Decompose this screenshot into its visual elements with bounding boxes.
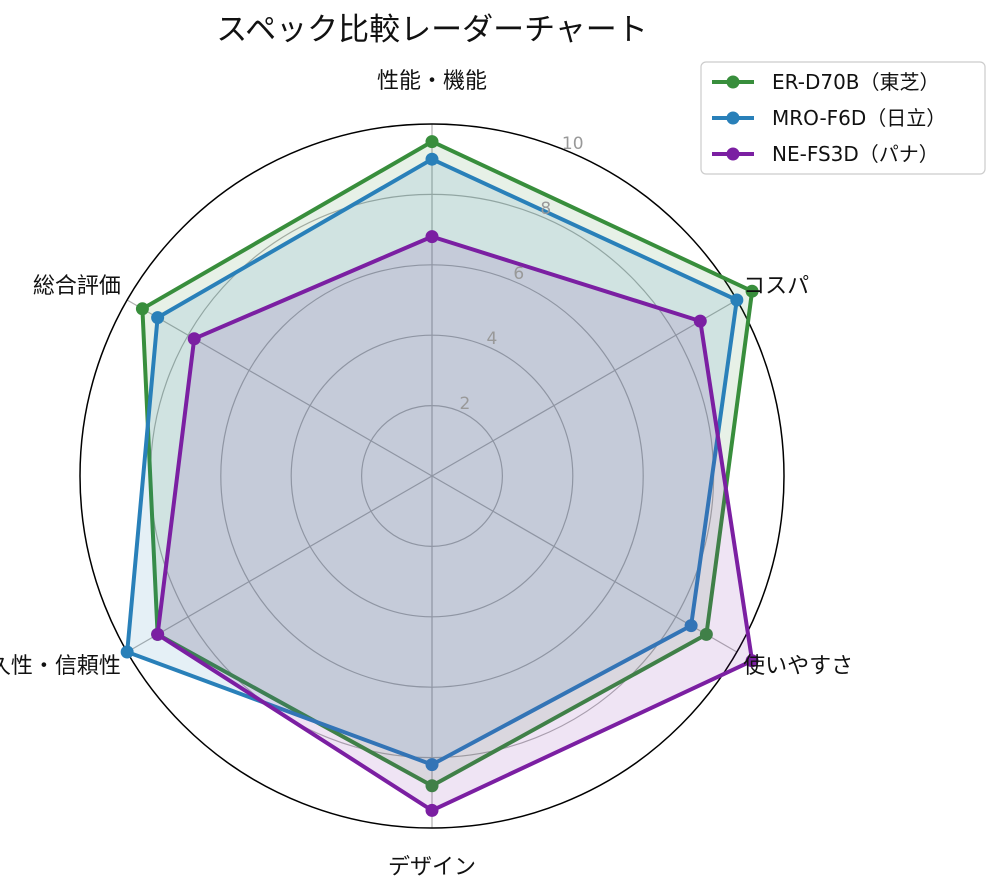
- axis-spoke: [431, 299, 738, 477]
- series-area: [127, 159, 737, 765]
- legend-label: ER-D70B（東芝）: [772, 70, 940, 94]
- data-point: [699, 627, 713, 641]
- legend-swatch-marker: [726, 75, 740, 89]
- legend: ER-D70B（東芝） MRO-F6D（日立） NE-FS3D（パナ）: [700, 61, 986, 175]
- data-point: [151, 627, 165, 641]
- data-point: [425, 135, 439, 149]
- legend-box: [700, 61, 986, 175]
- series-1: [120, 152, 744, 772]
- data-point: [730, 293, 744, 307]
- legend-item: NE-FS3D（パナ）: [712, 142, 939, 166]
- data-point: [684, 619, 698, 633]
- axis-label: 性能・機能: [377, 69, 487, 94]
- axis-label: 使いやすさ: [743, 654, 853, 679]
- series-2: [151, 230, 759, 817]
- legend-items: ER-D70B（東芝） MRO-F6D（日立） NE-FS3D（パナ）: [712, 70, 946, 166]
- data-point: [425, 758, 439, 772]
- axis-label: コスパ: [743, 274, 809, 299]
- data-point: [425, 803, 439, 817]
- axis-label: 総合評価: [33, 274, 121, 299]
- legend-item: ER-D70B（東芝）: [712, 70, 940, 94]
- data-point: [151, 311, 165, 325]
- axis-spoke: [126, 299, 433, 477]
- data-point: [425, 230, 439, 244]
- series-layer: [120, 135, 759, 817]
- data-point: [187, 332, 201, 346]
- series-area: [157, 236, 753, 811]
- chart-title: スペック比較レーダーチャート: [216, 12, 648, 48]
- legend-label: NE-FS3D（パナ）: [772, 142, 939, 166]
- legend-swatch-marker: [726, 111, 740, 125]
- legend-swatch-marker: [726, 147, 740, 161]
- outer-frame: [79, 123, 785, 829]
- axis-label: 耐久性・信頼性: [0, 654, 121, 679]
- legend-item: MRO-F6D（日立）: [712, 106, 946, 130]
- data-point: [745, 654, 759, 668]
- data-point: [425, 779, 439, 793]
- axis-spoke: [126, 475, 433, 653]
- legend-label: MRO-F6D（日立）: [772, 106, 946, 130]
- data-point: [693, 314, 707, 328]
- tick-label: 6: [513, 264, 524, 284]
- data-point: [745, 284, 759, 298]
- tick-label: 10: [562, 134, 584, 154]
- tick-label: 4: [486, 329, 497, 349]
- data-point: [120, 645, 134, 659]
- series-area: [142, 141, 753, 786]
- data-point: [135, 302, 149, 316]
- tick-label: 8: [540, 199, 551, 219]
- data-point: [425, 152, 439, 166]
- tick-label: 2: [460, 394, 471, 414]
- axis-label: デザイン: [388, 855, 476, 880]
